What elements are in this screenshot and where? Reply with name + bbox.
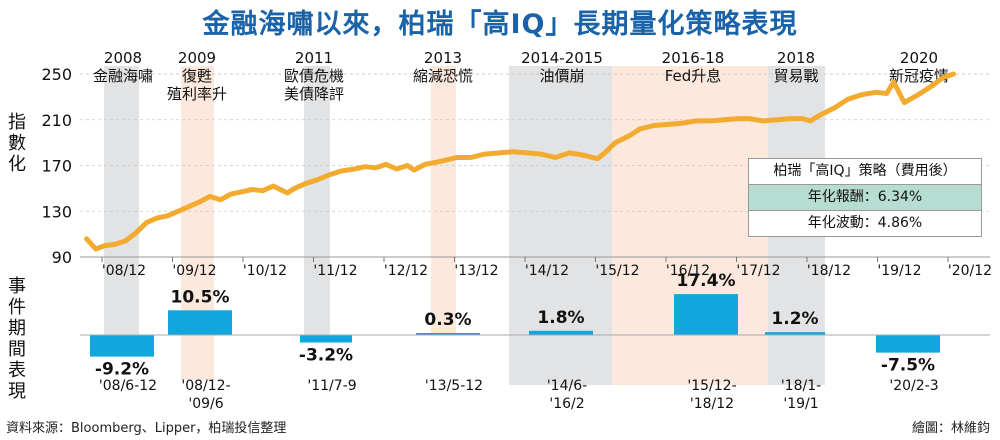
y-tick-label: 90	[52, 248, 72, 267]
event-bar-value: -9.2%	[95, 360, 149, 380]
x-tick-label: '18/12	[807, 263, 851, 279]
events-axis-label: 期	[8, 318, 26, 339]
event-year: 2008	[104, 49, 142, 67]
event-year: 2011	[295, 49, 333, 67]
kpi-annual-volatility: 年化波動：4.86%	[807, 215, 923, 231]
event-bar	[90, 335, 154, 357]
x-tick-label: '20/12	[948, 263, 992, 279]
event-bar-value: -3.2%	[299, 346, 353, 366]
event-bar	[416, 333, 480, 335]
event-period-2: '19/1	[783, 396, 818, 412]
event-bar-value: 1.2%	[771, 309, 818, 329]
events-axis-label: 間	[8, 339, 26, 360]
event-period: '08/6-12	[99, 378, 157, 394]
kpi-box: 柏瑞「高IQ」策略（費用後） 年化報酬：6.34% 年化波動：4.86%	[748, 158, 982, 237]
event-label: 復甦	[182, 67, 212, 85]
event-period-2: '09/6	[188, 396, 223, 412]
event-band	[104, 66, 139, 335]
event-bar-value: 17.4%	[677, 271, 736, 291]
event-label: 油價崩	[539, 67, 584, 85]
axes: 指數化 90 130 170 210 250 '08/12 '09/12 '10/12 '11/1…	[8, 65, 992, 279]
y-axis-label: 指	[8, 112, 26, 133]
event-year: 2016-18	[662, 49, 725, 67]
kpi-annual-return: 年化報酬：6.34%	[749, 185, 981, 211]
event-bar	[876, 335, 940, 353]
event-year: 2009	[178, 49, 216, 67]
event-label: Fed升息	[665, 67, 722, 85]
x-tick-label: '13/12	[454, 263, 498, 279]
event-bar-value: 10.5%	[171, 287, 230, 307]
x-tick-label: '11/12	[313, 263, 357, 279]
x-tick-label: '15/12	[595, 263, 639, 279]
x-tick-label: '16/12	[666, 263, 710, 279]
y-axis-label: 數	[8, 133, 26, 154]
event-period: '08/12-	[181, 378, 230, 394]
event-label: 金融海嘯	[93, 67, 153, 85]
event-label-2: 殖利率升	[167, 85, 227, 103]
event-year: 2018	[777, 49, 815, 67]
event-bar	[300, 335, 352, 343]
events-axis-label: 表	[8, 360, 26, 381]
event-period: '11/7-9	[307, 378, 356, 394]
chart-title: 金融海嘯以來，柏瑞「高IQ」長期量化策略表現	[202, 9, 798, 40]
event-label-2: 美債降評	[284, 85, 344, 103]
x-tick-label: '19/12	[877, 263, 921, 279]
event-band	[304, 66, 330, 335]
event-period: '18/1-	[781, 378, 821, 394]
event-period: '20/2-3	[889, 378, 938, 394]
y-axis-label: 化	[8, 154, 26, 175]
x-tick-label: '10/12	[243, 263, 287, 279]
event-bar	[529, 330, 593, 335]
event-bar-value: 0.3%	[424, 310, 471, 330]
y-tick-label: 130	[41, 202, 72, 221]
x-tick-label: '09/12	[172, 263, 216, 279]
event-label: 歐債危機	[284, 67, 344, 85]
event-band	[509, 66, 612, 385]
x-tick-label: '14/12	[525, 263, 569, 279]
event-period-2: '16/2	[549, 396, 584, 412]
event-bar	[765, 332, 825, 335]
events-axis-label: 現	[8, 381, 26, 402]
y-tick-label: 170	[41, 157, 72, 176]
event-bar	[674, 294, 738, 335]
event-bar	[168, 310, 232, 335]
event-bar-value: -7.5%	[881, 356, 935, 376]
event-label: 新冠疫情	[889, 67, 949, 85]
index-line	[84, 71, 957, 252]
events-axis-label: 件	[8, 297, 26, 318]
event-period: '14/6-	[547, 378, 587, 394]
events-axis-label: 事	[8, 276, 26, 297]
event-bar-value: 1.8%	[537, 308, 584, 328]
event-year: 2013	[424, 49, 462, 67]
event-period-2: '18/12	[690, 396, 734, 412]
x-tick-label: '12/12	[384, 263, 428, 279]
event-period: '13/5-12	[425, 378, 483, 394]
x-tick-label: '17/12	[736, 263, 780, 279]
line-series	[84, 71, 957, 252]
event-band	[612, 66, 768, 385]
event-period: '15/12-	[687, 378, 736, 394]
x-tick-label: '08/12	[102, 263, 146, 279]
y-tick-label: 210	[41, 111, 72, 130]
event-year: 2020	[900, 49, 938, 67]
event-band	[431, 66, 456, 335]
event-bands	[104, 66, 825, 385]
event-year: 2014-2015	[521, 49, 603, 67]
kpi-header: 柏瑞「高IQ」策略（費用後）	[749, 159, 981, 185]
source-note: 資料來源：Bloomberg、Lipper，柏瑞投信整理	[6, 421, 287, 436]
y-tick-label: 250	[41, 65, 72, 84]
credit-note: 繪圖：林維鈞	[911, 421, 990, 436]
event-label: 貿易戰	[773, 67, 818, 85]
event-label: 縮減恐慌	[413, 67, 473, 85]
